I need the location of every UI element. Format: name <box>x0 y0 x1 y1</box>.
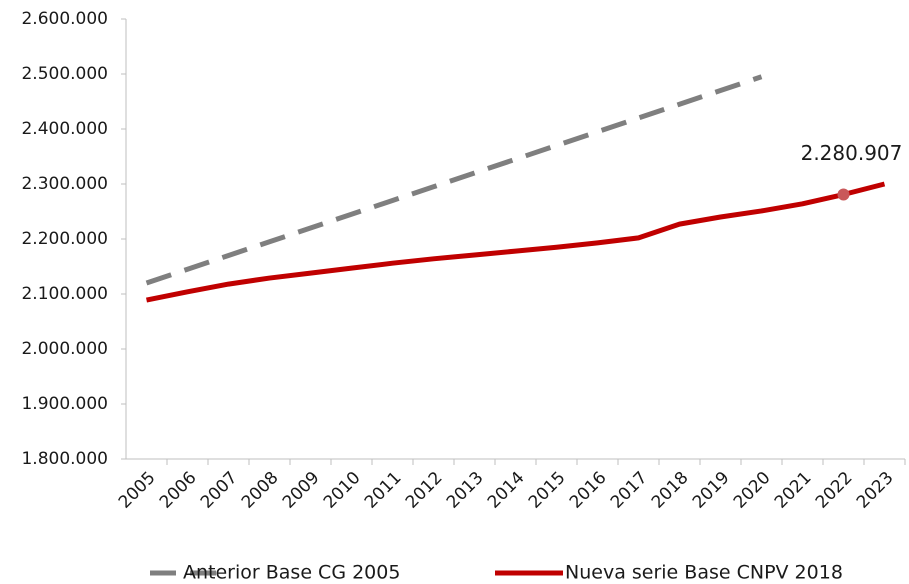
x-tick-label: 2012 <box>402 468 447 513</box>
y-tick-label: 2.400.000 <box>21 119 108 139</box>
x-tick-label: 2020 <box>730 468 775 513</box>
x-tick-label: 2007 <box>197 468 242 513</box>
series-line <box>146 181 886 303</box>
x-tick-label: 2019 <box>689 468 734 513</box>
y-tick-label: 2.200.000 <box>21 229 108 249</box>
legend-label: Nueva serie Base CNPV 2018 <box>565 562 843 584</box>
y-tick-label: 2.600.000 <box>21 9 108 29</box>
x-tick-label: 2016 <box>566 468 611 513</box>
x-tick-label: 2017 <box>607 468 652 513</box>
x-tick-label: 2006 <box>156 468 201 513</box>
x-tick-label: 2013 <box>443 468 488 513</box>
y-tick-label: 2.100.000 <box>21 284 108 304</box>
x-tick-label: 2009 <box>279 468 324 513</box>
x-tick-label: 2014 <box>484 468 529 513</box>
data-point <box>837 188 850 201</box>
data-label: 2.280.907 <box>801 141 903 165</box>
x-tick-label: 2010 <box>320 468 365 513</box>
y-tick-label: 2.500.000 <box>21 64 108 84</box>
y-tick-label: 1.900.000 <box>21 394 108 414</box>
x-tick-label: 2023 <box>853 468 898 513</box>
x-tick-label: 2008 <box>238 468 283 513</box>
y-tick-label: 2.000.000 <box>21 339 108 359</box>
y-tick-label: 1.800.000 <box>21 449 108 469</box>
x-tick-label: 2018 <box>648 468 693 513</box>
x-tick-label: 2011 <box>361 468 406 513</box>
x-tick-label: 2015 <box>525 468 570 513</box>
x-tick-label: 2005 <box>115 468 160 513</box>
y-tick-label: 2.300.000 <box>21 174 108 194</box>
x-tick-label: 2022 <box>812 468 857 513</box>
series-line <box>145 74 763 286</box>
legend-label: Anterior Base CG 2005 <box>183 562 400 584</box>
x-tick-label: 2021 <box>771 468 816 513</box>
